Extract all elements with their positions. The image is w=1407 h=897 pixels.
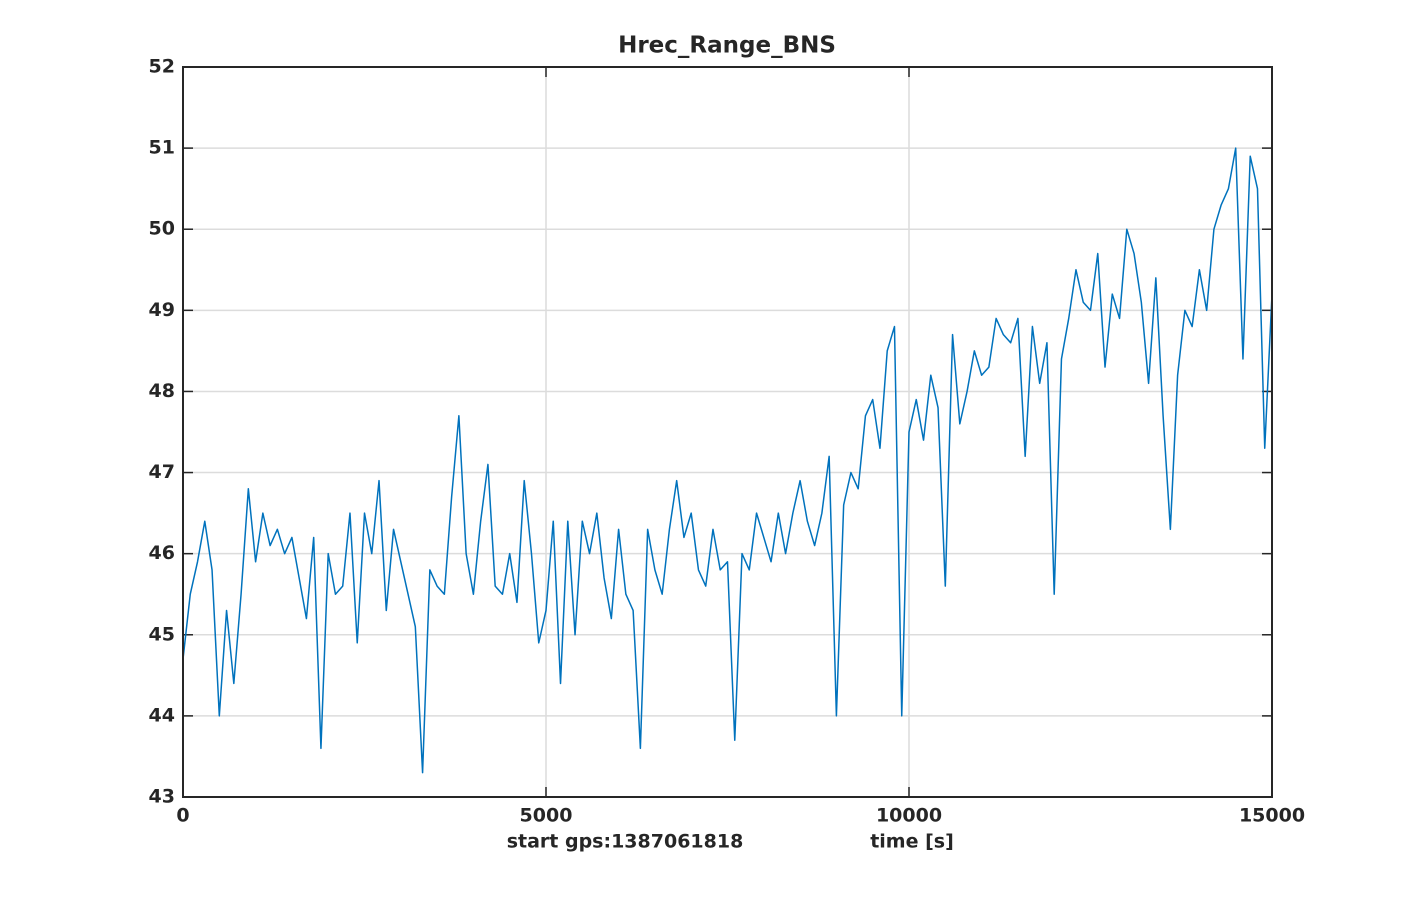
x-tick-label: 10000 xyxy=(876,805,942,827)
x-tick-label: 15000 xyxy=(1239,805,1305,827)
y-tick-label: 51 xyxy=(149,137,175,159)
y-tick-label: 44 xyxy=(149,704,175,726)
y-tick-label: 47 xyxy=(149,461,175,483)
x-tick-label: 5000 xyxy=(520,805,573,827)
y-tick-label: 52 xyxy=(149,56,175,78)
y-tick-label: 50 xyxy=(149,218,175,240)
y-tick-label: 48 xyxy=(149,380,175,402)
plot-frame xyxy=(182,66,1273,798)
y-tick-label: 43 xyxy=(149,786,175,808)
y-tick-label: 46 xyxy=(149,542,175,564)
y-tick-label: 49 xyxy=(149,299,175,321)
x-tick-label: 0 xyxy=(176,805,189,827)
data-line xyxy=(182,147,1273,774)
x-axis-label: time [s] xyxy=(870,831,954,853)
chart-title: Hrec_Range_BNS xyxy=(618,33,836,59)
annotation: start gps:1387061818 xyxy=(507,831,744,853)
y-tick-label: 45 xyxy=(149,623,175,645)
